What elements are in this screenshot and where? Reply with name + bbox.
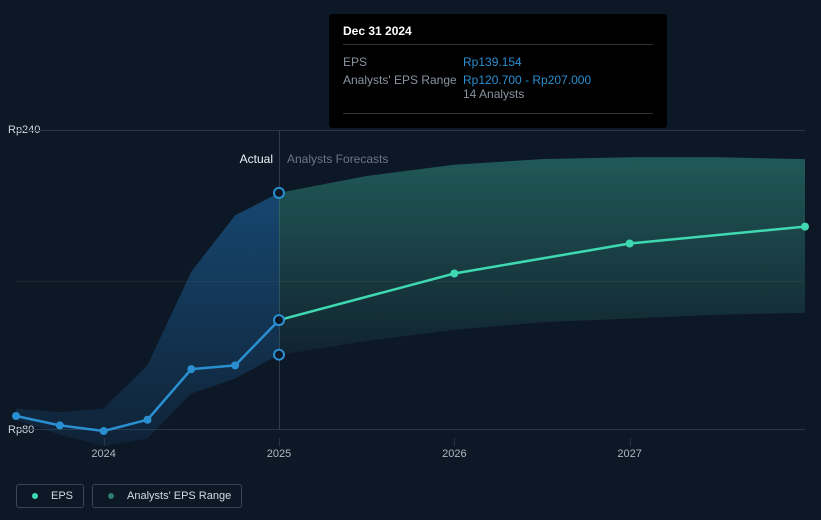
eps-marker	[12, 412, 20, 420]
selection-marker	[274, 315, 284, 325]
eps-marker	[231, 361, 239, 369]
eps-marker	[626, 240, 634, 248]
eps-marker	[450, 270, 458, 278]
x-axis: 2024 2025 2026 2027	[16, 438, 805, 478]
x-tick	[630, 438, 631, 446]
eps-marker	[56, 421, 64, 429]
tooltip-value: Rp120.700 - Rp207.000	[463, 73, 591, 87]
x-tick-label: 2026	[442, 448, 466, 460]
range-band-forecast	[279, 157, 805, 354]
x-tick-label: 2025	[267, 448, 291, 460]
tooltip-divider	[343, 44, 653, 45]
x-tick-label: 2024	[91, 448, 115, 460]
chart-tooltip: Dec 31 2024 EPS Rp139.154 Analysts' EPS …	[329, 14, 667, 128]
range-band-actual	[16, 193, 279, 446]
legend-label: Analysts' EPS Range	[127, 490, 231, 502]
x-tick	[279, 438, 280, 446]
chart-legend: EPS Analysts' EPS Range	[16, 484, 242, 508]
tooltip-row-range: Analysts' EPS Range Rp120.700 - Rp207.00…	[343, 71, 653, 103]
legend-swatch	[27, 491, 43, 501]
x-tick	[454, 438, 455, 446]
x-tick	[104, 438, 105, 446]
selection-marker	[274, 350, 284, 360]
tooltip-value: Rp139.154	[463, 55, 653, 69]
legend-label: EPS	[51, 490, 73, 502]
tooltip-divider	[343, 113, 653, 114]
eps-marker	[144, 416, 152, 424]
tooltip-label: Analysts' EPS Range	[343, 73, 463, 101]
eps-marker	[801, 223, 809, 231]
selection-marker	[274, 188, 284, 198]
x-tick-label: 2027	[617, 448, 641, 460]
plot-area[interactable]	[16, 130, 805, 430]
chart-svg	[16, 131, 805, 431]
legend-item-eps[interactable]: EPS	[16, 484, 84, 508]
legend-swatch	[103, 491, 119, 501]
tooltip-label: EPS	[343, 55, 463, 69]
eps-forecast-chart: Dec 31 2024 EPS Rp139.154 Analysts' EPS …	[0, 0, 821, 520]
tooltip-date: Dec 31 2024	[343, 24, 653, 38]
eps-marker	[100, 427, 108, 435]
tooltip-row-eps: EPS Rp139.154	[343, 53, 653, 71]
tooltip-sub: 14 Analysts	[463, 87, 591, 101]
legend-item-range[interactable]: Analysts' EPS Range	[92, 484, 242, 508]
eps-marker	[187, 365, 195, 373]
